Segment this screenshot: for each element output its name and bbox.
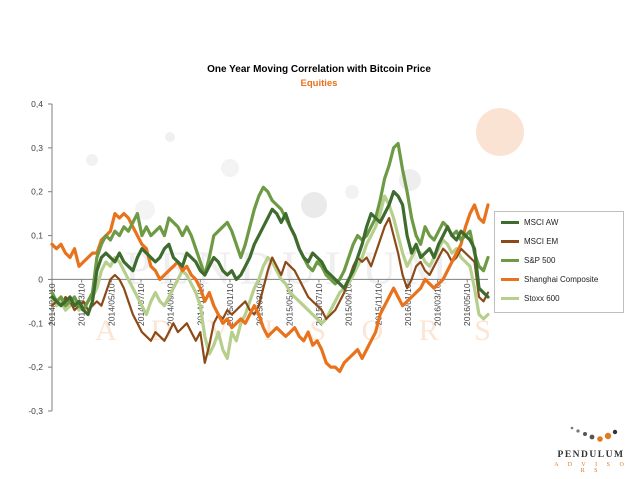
x-tick-label: 2015/11/10 [373,283,383,325]
legend-item: Stoxx 600 [501,291,560,305]
legend-swatch [501,277,519,281]
x-tick-label: 2016/05/10 [462,283,472,326]
background-decoration [86,108,524,220]
chart-subtitle: Equities [300,78,338,89]
y-tick-label: 0,2 [31,187,43,197]
legend-item: MSCI AW [501,215,558,229]
legend-swatch [501,220,519,224]
x-tick-label: 2014/05/10 [106,283,116,326]
legend-item: MSCI EM [501,234,558,248]
x-tick-label: 2016/03/10 [433,283,443,326]
legend-item: S&P 500 [501,253,555,267]
chart-title: One Year Moving Correlation with Bitcoin… [207,64,431,75]
series-line-stoxx-600 [50,194,490,360]
legend-label: MSCI AW [524,217,559,227]
series-line-msci-em [50,216,490,364]
legend-label: S&P 500 [524,255,556,265]
series-line-msci-aw [50,190,490,317]
series-line-shanghai-composite [50,203,490,374]
y-tick-label: -0,1 [28,318,43,328]
legend: MSCI AW MSCI EM S&P 500 Shanghai Composite S… [494,211,624,313]
y-tick-label: 0,4 [31,99,43,109]
watermark-line2: A D V I S O R S [95,314,505,347]
legend-item: Shanghai Composite [501,272,598,286]
legend-label: MSCI EM [524,236,559,246]
x-tick-label: 2015/07/10 [314,283,324,326]
legend-swatch [501,258,519,262]
legend-swatch [501,296,519,300]
legend-swatch [501,239,519,243]
x-tick-label: 2015/09/10 [344,283,354,326]
logo-tagline: A D V I S O R S [554,462,628,474]
series-layer [50,141,490,374]
pendulum-dots-logo-icon [570,426,618,442]
x-tick-label: 2015/05/10 [284,283,294,326]
legend-label: Shanghai Composite [524,274,599,284]
x-tick-label: 2015/01/10 [225,283,235,326]
y-tick-label: 0,3 [31,143,43,153]
y-tick-label: 0,1 [31,231,43,241]
y-tick-label: -0,2 [28,362,43,372]
y-tick-label: -0,3 [28,406,43,416]
legend-label: Stoxx 600 [524,293,560,303]
x-tick-label: 2016/01/10 [403,283,413,326]
x-tick-label: 2014/09/10 [166,283,176,326]
series-line-s-p-500 [50,141,490,312]
y-tick-label: 0 [38,274,43,284]
logo: PENDULUM A D V I S O R S [548,422,634,474]
logo-name: PENDULUM [557,450,625,460]
